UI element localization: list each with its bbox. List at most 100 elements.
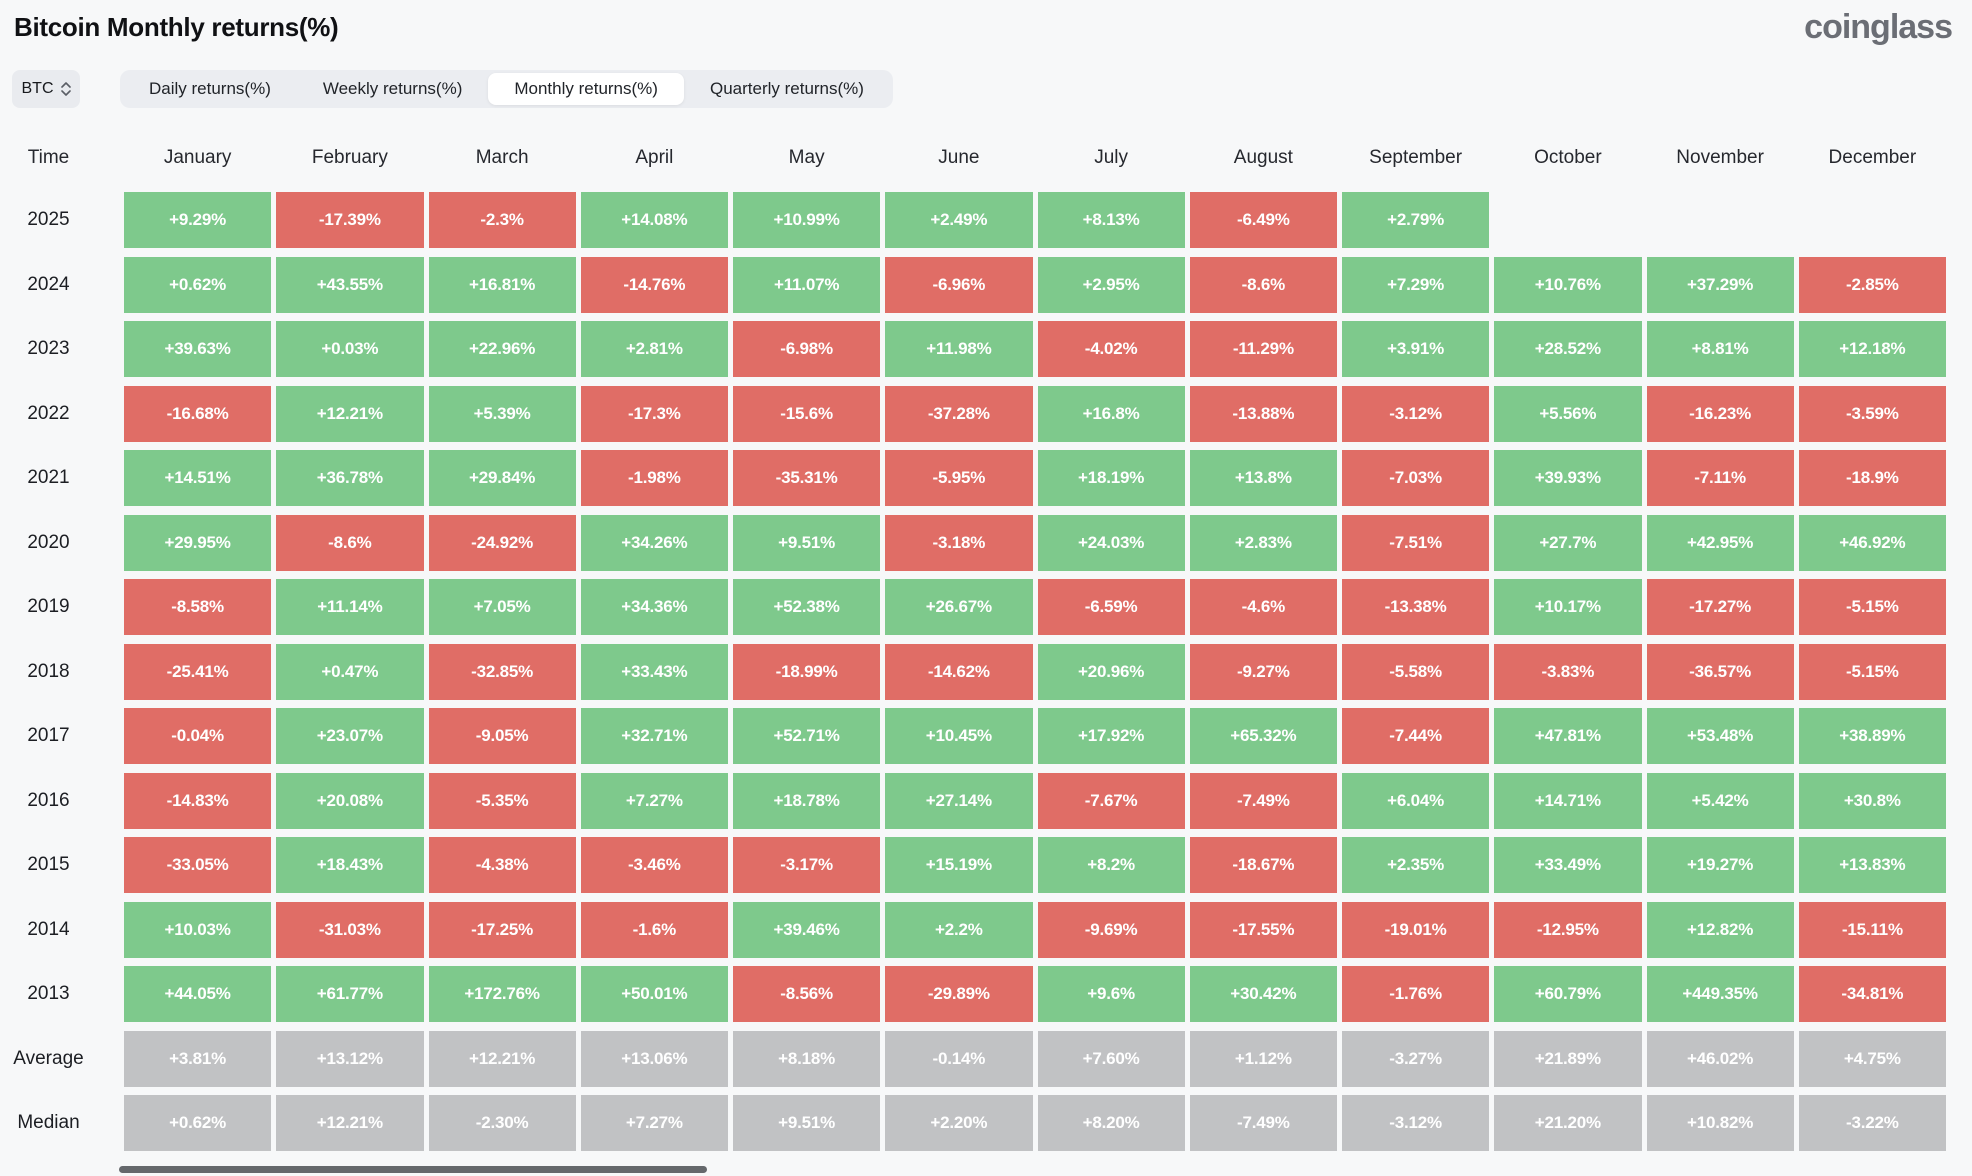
return-cell: +7.60%	[1037, 1030, 1185, 1087]
tab-weekly-returns[interactable]: Weekly returns(%)	[322, 79, 463, 98]
return-cell: +39.63%	[124, 321, 272, 377]
return-cell: +60.79%	[1494, 966, 1642, 1022]
row-label: 2017	[27, 725, 70, 746]
page-title: Bitcoin Monthly returns(%)	[14, 12, 339, 42]
return-cell: +38.89%	[1798, 708, 1946, 764]
return-cell: +50.01%	[580, 966, 728, 1022]
return-cell: +10.03%	[124, 901, 272, 958]
return-cell: +449.35%	[1646, 966, 1794, 1022]
return-cell: +52.71%	[733, 708, 881, 764]
return-cell: +42.95%	[1646, 514, 1794, 571]
return-cell: +17.92%	[1037, 708, 1185, 764]
row-label: 2018	[27, 660, 70, 682]
return-cell: +16.8%	[1037, 385, 1185, 442]
return-cell: +12.82%	[1646, 901, 1794, 958]
return-cell: +12.21%	[276, 385, 424, 442]
return-cell: -6.96%	[885, 256, 1033, 313]
return-cell: -16.68%	[124, 385, 272, 442]
return-cell: -29.89%	[885, 966, 1033, 1022]
table-row: 2024 +0.62% +43.55% +16.81% -14.76% +11.07% -6…	[0, 256, 1946, 313]
return-cell: -18.67%	[1189, 837, 1337, 893]
return-cell: +7.27%	[580, 1095, 728, 1151]
return-cell	[1494, 192, 1641, 248]
return-cell: -13.88%	[1189, 385, 1337, 442]
row-label: 2025	[27, 209, 70, 230]
return-cell: -8.56%	[733, 966, 881, 1022]
month-column-header: November	[1676, 147, 1764, 168]
table-row: 2016 -14.83% +20.08% -5.35% +7.27% +18.78% +27…	[0, 772, 1946, 829]
table-row: 2014 +10.03% -31.03% -17.25% -1.6% +39.46% +2.…	[0, 901, 1946, 958]
return-cell	[1799, 192, 1946, 248]
return-cell: +11.98%	[885, 321, 1033, 377]
row-label: Median	[17, 1112, 80, 1133]
return-cell: -15.6%	[733, 385, 881, 442]
return-cell: +9.51%	[733, 514, 881, 571]
return-cell: +2.95%	[1037, 256, 1185, 313]
return-cell: +27.14%	[885, 772, 1033, 829]
return-cell: -3.12%	[1342, 385, 1490, 442]
return-cell: -15.11%	[1798, 901, 1946, 958]
return-cell: +12.21%	[276, 1095, 424, 1151]
month-column-header: May	[788, 147, 825, 168]
table-row: 2015 -33.05% +18.43% -4.38% -3.46% -3.17% +15.…	[0, 837, 1946, 893]
return-cell: -2.3%	[428, 192, 576, 248]
return-cell: +2.2%	[885, 901, 1033, 958]
return-cell: -0.04%	[124, 708, 272, 764]
return-cell: +52.38%	[733, 579, 881, 635]
return-cell: +8.18%	[733, 1030, 881, 1087]
monthly-returns-table: Time January February March April May June Jul…	[0, 138, 1946, 1151]
return-cell: +43.55%	[276, 256, 424, 313]
table-row: 2018 -25.41% +0.47% -32.85% +33.43% -18.99% -1…	[0, 643, 1946, 700]
return-cell: +10.82%	[1646, 1095, 1794, 1151]
return-cell: +9.29%	[124, 192, 272, 248]
coin-selector-label: BTC	[21, 80, 54, 97]
return-cell: -6.59%	[1037, 579, 1185, 635]
return-cell: -7.44%	[1342, 708, 1490, 764]
returns-tab-bar: Daily returns(%) Weekly returns(%) Month…	[120, 70, 893, 108]
return-cell: -33.05%	[124, 837, 272, 893]
return-cell: +44.05%	[124, 966, 272, 1022]
month-column-header: April	[635, 147, 674, 168]
return-cell: -13.38%	[1342, 579, 1490, 635]
return-cell: +7.05%	[428, 579, 576, 635]
return-cell	[1647, 192, 1794, 248]
horizontal-scrollbar-thumb[interactable]	[119, 1166, 707, 1173]
return-cell: +18.78%	[733, 772, 881, 829]
tab-monthly-returns[interactable]: Monthly returns(%)	[488, 73, 684, 105]
return-cell: +18.43%	[276, 837, 424, 893]
return-cell: +9.51%	[733, 1095, 881, 1151]
return-cell: -3.27%	[1342, 1030, 1490, 1087]
coinglass-logo: coinglass	[1804, 8, 1953, 46]
table-row: 2025 +9.29% -17.39% -2.3% +14.08% +10.99% +2.4…	[0, 192, 1946, 248]
return-cell: +5.42%	[1646, 772, 1794, 829]
return-cell: +0.62%	[124, 256, 272, 313]
return-cell: -7.67%	[1037, 772, 1185, 829]
return-cell: +14.51%	[124, 450, 272, 506]
return-cell: +34.36%	[580, 579, 728, 635]
return-cell: +7.29%	[1342, 256, 1490, 313]
tab-quarterly-returns[interactable]: Quarterly returns(%)	[709, 79, 864, 98]
return-cell: +0.62%	[124, 1095, 272, 1151]
tab-daily-returns[interactable]: Daily returns(%)	[149, 79, 271, 98]
return-cell: -0.14%	[885, 1030, 1033, 1087]
return-cell: +11.07%	[733, 256, 881, 313]
return-cell: -7.03%	[1342, 450, 1490, 506]
return-cell: +13.83%	[1798, 837, 1946, 893]
month-column-header: October	[1534, 147, 1602, 168]
return-cell: +22.96%	[428, 321, 576, 377]
return-cell: -9.05%	[428, 708, 576, 764]
return-cell: +20.08%	[276, 772, 424, 829]
return-cell: -25.41%	[124, 643, 272, 700]
return-cell: +23.07%	[276, 708, 424, 764]
return-cell: -17.55%	[1189, 901, 1337, 958]
return-cell: -8.58%	[124, 579, 272, 635]
month-column-header: March	[475, 147, 529, 168]
return-cell: -1.76%	[1342, 966, 1490, 1022]
row-label: 2014	[27, 918, 70, 940]
coin-selector[interactable]: BTC	[12, 70, 80, 108]
return-cell: +8.13%	[1037, 192, 1185, 248]
return-cell: -24.92%	[428, 514, 576, 571]
return-cell: +2.20%	[885, 1095, 1033, 1151]
return-cell: +2.35%	[1342, 837, 1490, 893]
